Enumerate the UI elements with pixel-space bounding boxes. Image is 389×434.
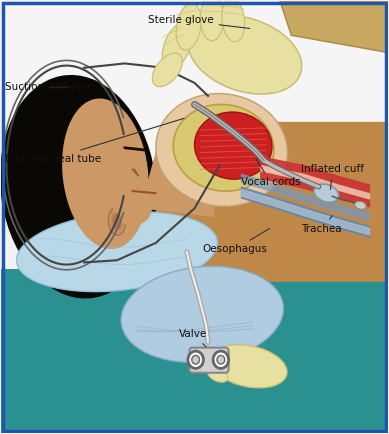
Ellipse shape bbox=[355, 201, 366, 209]
Text: Suction catheter: Suction catheter bbox=[5, 82, 91, 92]
Ellipse shape bbox=[200, 0, 224, 41]
Ellipse shape bbox=[176, 3, 201, 50]
Text: Inflated cuff: Inflated cuff bbox=[301, 164, 364, 190]
Polygon shape bbox=[140, 152, 218, 217]
Ellipse shape bbox=[188, 16, 302, 94]
Ellipse shape bbox=[156, 94, 287, 206]
Circle shape bbox=[192, 355, 200, 364]
Ellipse shape bbox=[210, 345, 287, 388]
Text: Vocal cords: Vocal cords bbox=[241, 159, 301, 187]
Ellipse shape bbox=[152, 53, 182, 87]
Ellipse shape bbox=[162, 23, 192, 69]
Polygon shape bbox=[280, 1, 388, 53]
Text: Valve: Valve bbox=[179, 329, 207, 347]
Polygon shape bbox=[1, 269, 388, 433]
Ellipse shape bbox=[112, 213, 122, 230]
Ellipse shape bbox=[113, 191, 152, 226]
Ellipse shape bbox=[208, 368, 228, 382]
Ellipse shape bbox=[222, 0, 245, 42]
Ellipse shape bbox=[173, 105, 274, 191]
Ellipse shape bbox=[17, 212, 217, 292]
Ellipse shape bbox=[194, 112, 272, 179]
Polygon shape bbox=[98, 122, 388, 282]
Text: Endotracheal tube: Endotracheal tube bbox=[5, 118, 184, 164]
Circle shape bbox=[188, 351, 203, 368]
Ellipse shape bbox=[62, 99, 149, 249]
FancyBboxPatch shape bbox=[189, 348, 229, 373]
Circle shape bbox=[217, 355, 225, 364]
Ellipse shape bbox=[108, 207, 126, 235]
Polygon shape bbox=[1, 1, 388, 195]
Circle shape bbox=[213, 351, 229, 368]
Text: Oesophagus: Oesophagus bbox=[202, 228, 270, 254]
Ellipse shape bbox=[314, 184, 338, 202]
Text: Sterile glove: Sterile glove bbox=[148, 15, 250, 29]
Ellipse shape bbox=[0, 75, 156, 299]
Text: Trachea: Trachea bbox=[301, 216, 342, 234]
Ellipse shape bbox=[121, 266, 284, 362]
